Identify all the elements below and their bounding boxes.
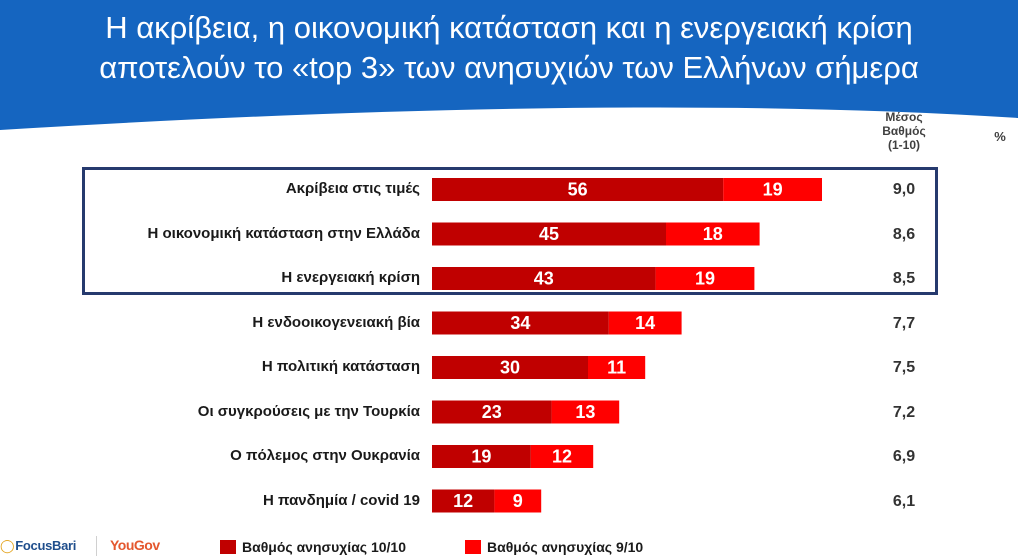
category-label: Ακρίβεια στις τιμές: [285, 180, 420, 197]
focusbari-logo: ◯FocusBari: [0, 538, 76, 554]
legend-label-9: Βαθμός ανησυχίας 9/10: [487, 539, 644, 555]
bar-segment-10: [432, 400, 552, 424]
percent-column-header: %: [994, 129, 1006, 144]
yougov-logo: YouGov: [110, 537, 160, 553]
bar-data-label: 11: [607, 358, 626, 378]
bar-segment-10: [432, 489, 495, 513]
mean-score-column-header: Μέσος Βαθμός (1-10): [876, 110, 932, 152]
legend-item-10: Βαθμός ανησυχίας 10/10: [220, 539, 406, 555]
bar-data-label: 19: [471, 447, 491, 467]
category-label: Η ενεργειακή κρίση: [281, 269, 420, 286]
bar-segment-10: [432, 445, 531, 468]
mean-score-value: 6,1: [892, 492, 916, 510]
bar-segment-10: [432, 222, 666, 246]
category-label: Η πολιτική κατάσταση: [261, 358, 420, 375]
bar-segment-9: [723, 178, 822, 201]
focusbari-logo-text: FocusBari: [15, 538, 77, 553]
category-label: Οι συγκρούσεις με την Τουρκία: [197, 402, 420, 420]
header-banner: [0, 0, 1018, 130]
title-line-2: αποτελούν το «top 3» των ανησυχιών των Ε…: [99, 50, 919, 85]
legend-swatch-10: [220, 540, 236, 554]
category-label: Η πανδημία / covid 19: [263, 491, 420, 509]
category-label: Η οικονομική κατάσταση στην Ελλάδα: [147, 224, 420, 242]
bar-data-label: 18: [703, 224, 723, 244]
page-title: Η ακρίβεια, η οικονομική κατάσταση και η…: [0, 8, 1018, 88]
bar-segment-10: [432, 267, 656, 290]
bar-data-label: 19: [695, 269, 715, 289]
mean-header-line-2: Βαθμός: [882, 124, 926, 138]
category-label: Ο πόλεμος στην Ουκρανία: [230, 447, 420, 464]
bar-segment-10: [432, 356, 588, 379]
mean-score-value: 8,5: [892, 270, 916, 287]
mean-score-value: 6,9: [892, 448, 916, 465]
legend-label-10: Βαθμός ανησυχίας 10/10: [242, 539, 407, 555]
bar-segment-10: [432, 311, 609, 335]
bar-segment-10: [432, 178, 724, 201]
bar-data-label: 56: [568, 180, 588, 200]
legend-item-9: Βαθμός ανησυχίας 9/10: [465, 539, 643, 555]
title-line-1: Η ακρίβεια, η οικονομική κατάσταση και η…: [105, 10, 913, 45]
mean-header-line-1: Μέσος: [885, 110, 923, 124]
mean-header-line-3: (1-10): [887, 138, 920, 152]
bar-data-label: 13: [575, 402, 595, 422]
logo-divider: [96, 536, 97, 556]
legend-swatch-9: [465, 540, 481, 554]
bar-data-label: 9: [513, 491, 523, 511]
top3-highlight-box: [82, 167, 938, 295]
bar-segment-9: [655, 267, 755, 290]
bar-data-label: 43: [534, 269, 554, 289]
mean-score-value: 7,7: [892, 314, 916, 332]
bar-data-label: 19: [763, 180, 783, 200]
bar-segment-9: [494, 489, 542, 513]
bar-data-label: 12: [453, 491, 473, 511]
bar-data-label: 14: [635, 313, 655, 333]
bar-segment-9: [551, 400, 620, 424]
mean-score-value: 7,2: [892, 403, 916, 421]
bar-data-label: 12: [552, 447, 572, 467]
mean-score-value: 9,0: [892, 181, 916, 198]
bar-data-label: 45: [539, 224, 559, 244]
focusbari-logo-mark: ◯: [0, 538, 15, 553]
category-label: Η ενδοοικογενειακή βία: [252, 313, 420, 331]
bar-data-label: 23: [482, 402, 502, 422]
bar-segment-9: [666, 222, 760, 246]
bar-data-label: 34: [510, 313, 530, 333]
mean-score-value: 7,5: [892, 359, 916, 376]
bar-segment-9: [608, 311, 682, 335]
bar-data-label: 30: [500, 358, 520, 378]
mean-score-value: 8,6: [892, 225, 916, 243]
bar-segment-9: [588, 356, 646, 379]
bar-segment-9: [530, 445, 594, 468]
